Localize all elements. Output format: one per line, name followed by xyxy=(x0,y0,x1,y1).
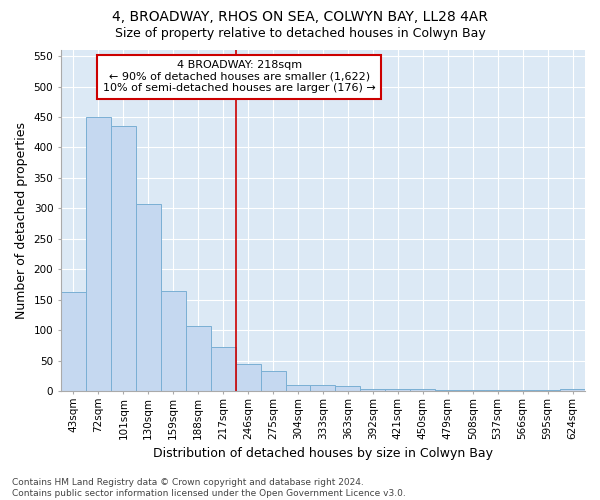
Text: Contains HM Land Registry data © Crown copyright and database right 2024.
Contai: Contains HM Land Registry data © Crown c… xyxy=(12,478,406,498)
Y-axis label: Number of detached properties: Number of detached properties xyxy=(15,122,28,319)
Bar xyxy=(136,204,161,391)
Bar xyxy=(86,117,111,391)
Bar xyxy=(560,388,585,391)
Bar xyxy=(335,386,361,391)
Bar xyxy=(435,390,460,391)
Bar xyxy=(535,390,560,391)
Bar xyxy=(361,388,385,391)
Text: Size of property relative to detached houses in Colwyn Bay: Size of property relative to detached ho… xyxy=(115,28,485,40)
X-axis label: Distribution of detached houses by size in Colwyn Bay: Distribution of detached houses by size … xyxy=(153,447,493,460)
Bar xyxy=(111,126,136,391)
Bar xyxy=(510,390,535,391)
Text: 4 BROADWAY: 218sqm
← 90% of detached houses are smaller (1,622)
10% of semi-deta: 4 BROADWAY: 218sqm ← 90% of detached hou… xyxy=(103,60,376,94)
Bar xyxy=(310,385,335,391)
Bar xyxy=(460,390,485,391)
Bar xyxy=(260,371,286,391)
Bar xyxy=(186,326,211,391)
Bar xyxy=(286,385,310,391)
Bar xyxy=(61,292,86,391)
Bar xyxy=(385,388,410,391)
Text: 4, BROADWAY, RHOS ON SEA, COLWYN BAY, LL28 4AR: 4, BROADWAY, RHOS ON SEA, COLWYN BAY, LL… xyxy=(112,10,488,24)
Bar xyxy=(485,390,510,391)
Bar xyxy=(161,290,186,391)
Bar xyxy=(236,364,260,391)
Bar xyxy=(410,388,435,391)
Bar xyxy=(211,346,236,391)
